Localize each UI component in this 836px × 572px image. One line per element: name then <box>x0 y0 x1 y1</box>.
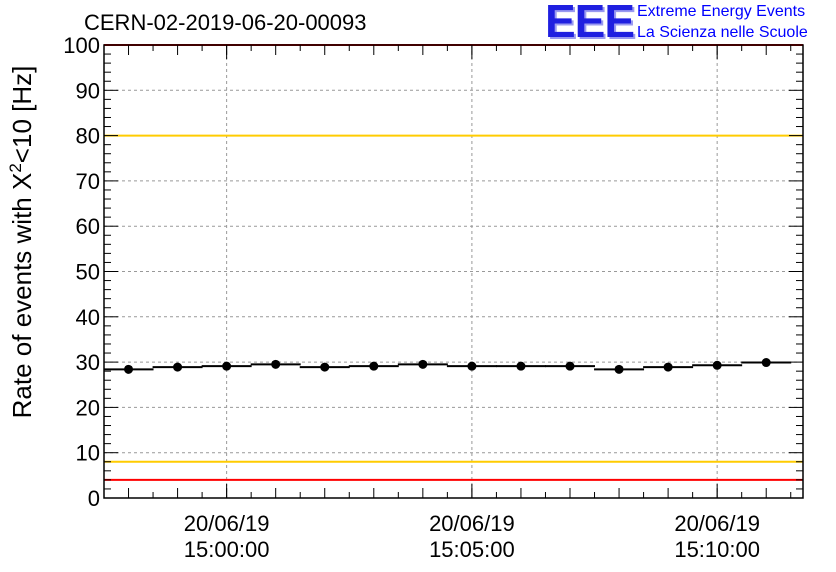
y-tick-label: 80 <box>76 124 100 149</box>
data-point <box>271 359 281 369</box>
x-tick-time-label: 15:05:00 <box>429 537 515 562</box>
grid-lines <box>104 45 803 498</box>
y-tick-label: 60 <box>76 214 100 239</box>
y-axis-label: Rate of events with X2<10 [Hz] <box>6 66 37 419</box>
data-point <box>614 364 624 374</box>
y-tick-label: 100 <box>63 33 100 58</box>
data-point <box>320 362 330 372</box>
data-point <box>173 362 183 372</box>
tick-labels: 010203040506070809010020/06/1915:00:0020… <box>63 33 760 562</box>
x-tick-time-label: 15:00:00 <box>184 537 270 562</box>
x-tick-date-label: 20/06/19 <box>184 511 270 536</box>
x-tick-time-label: 15:10:00 <box>674 537 760 562</box>
x-tick-date-label: 20/06/19 <box>674 511 760 536</box>
data-point <box>663 362 673 372</box>
brand-line-2: La Scienza nelle Scuole <box>637 24 808 41</box>
data-point <box>369 361 379 371</box>
data-point <box>712 360 722 370</box>
y-tick-label: 70 <box>76 169 100 194</box>
axis-ticks <box>103 44 803 499</box>
data-point <box>516 361 526 371</box>
data-point <box>761 358 771 368</box>
y-tick-label: 50 <box>76 260 100 285</box>
y-tick-label: 90 <box>76 78 100 103</box>
y-tick-label: 20 <box>76 395 100 420</box>
eee-logo: EEE <box>545 0 635 47</box>
data-point <box>418 359 428 369</box>
data-point <box>565 361 575 371</box>
data-point <box>222 361 232 371</box>
reference-lines <box>104 44 803 481</box>
data-series <box>103 358 792 374</box>
y-tick-label: 10 <box>76 441 100 466</box>
y-tick-label: 30 <box>76 350 100 375</box>
y-tick-label: 0 <box>88 486 100 511</box>
brand-line-1: Extreme Energy Events <box>637 3 806 20</box>
y-tick-label: 40 <box>76 305 100 330</box>
run-title: CERN-02-2019-06-20-00093 <box>84 10 367 35</box>
data-point <box>467 361 477 371</box>
x-tick-date-label: 20/06/19 <box>429 511 515 536</box>
data-point <box>124 364 134 374</box>
